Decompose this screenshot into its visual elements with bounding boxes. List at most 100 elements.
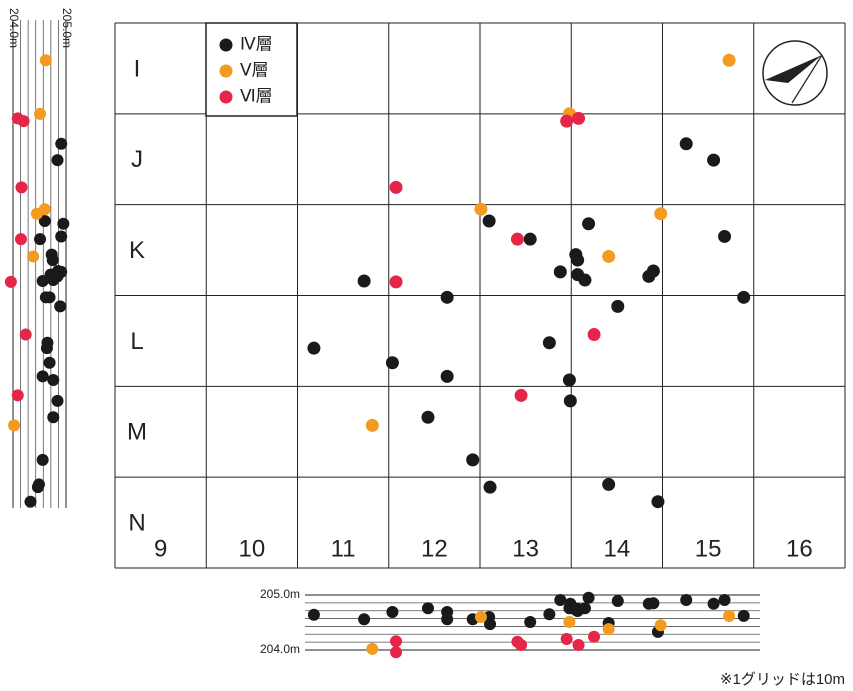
profile-tick-label: 204.0m — [7, 8, 21, 48]
profile-point — [43, 356, 56, 369]
x-tick-label: 16 — [786, 535, 813, 562]
profile-point — [563, 615, 576, 628]
find-point — [679, 137, 693, 151]
find-point — [553, 265, 567, 279]
profile-point — [36, 370, 49, 383]
find-point — [646, 264, 660, 278]
profile-point — [602, 623, 615, 636]
find-point — [542, 336, 556, 350]
profile-point — [737, 609, 750, 622]
find-point — [718, 229, 732, 243]
profile-point — [718, 593, 731, 606]
find-point — [482, 214, 496, 228]
legend-marker — [219, 38, 233, 52]
x-tick-label: 10 — [239, 535, 266, 562]
find-point — [440, 290, 454, 304]
profile-point — [34, 233, 47, 246]
profile-point — [390, 646, 403, 659]
points — [4, 53, 751, 659]
x-tick-label: 14 — [604, 535, 631, 562]
profile-point — [47, 373, 60, 386]
legend-label: Ⅵ層 — [240, 86, 273, 105]
profile-point — [14, 233, 27, 246]
find-point — [389, 275, 403, 289]
x-tick-label: 11 — [331, 535, 356, 562]
profile-point — [358, 613, 371, 626]
profile-point — [524, 615, 537, 628]
profile-point — [4, 275, 17, 288]
find-point — [572, 111, 586, 125]
profile-point — [36, 453, 49, 466]
profile-point — [55, 137, 68, 150]
profile-point — [51, 154, 64, 167]
find-point — [440, 369, 454, 383]
profile-point — [52, 264, 65, 277]
compass — [762, 40, 828, 106]
row-label: K — [129, 237, 145, 264]
profile-point — [32, 478, 45, 491]
profile-point — [421, 602, 434, 615]
profile-point — [723, 609, 736, 622]
find-point — [578, 273, 592, 287]
profile-point — [47, 411, 60, 424]
profile-point — [54, 300, 67, 313]
profile-point — [515, 639, 528, 652]
find-point — [582, 217, 596, 231]
profile-point — [366, 642, 379, 655]
profile-point — [11, 389, 24, 402]
find-point — [466, 453, 480, 467]
profiles: 204.0m 204.0m 205.0m 205.0m — [7, 8, 760, 656]
find-point — [571, 253, 585, 267]
find-point — [737, 290, 751, 304]
legend-marker — [219, 64, 233, 78]
find-point — [514, 388, 528, 402]
find-point — [560, 114, 574, 128]
find-point — [611, 299, 625, 313]
profile-point — [572, 639, 585, 652]
profile-point — [543, 608, 556, 621]
profile-point — [38, 215, 51, 228]
profile-point — [647, 597, 660, 610]
profile-point — [11, 112, 24, 125]
profile-point — [707, 597, 720, 610]
find-point — [722, 53, 736, 67]
profile-point — [34, 107, 47, 120]
x-tick-label: 13 — [512, 535, 539, 562]
x-tick-label: 15 — [695, 535, 722, 562]
find-point — [523, 232, 537, 246]
find-point — [357, 274, 371, 288]
find-point — [365, 418, 379, 432]
find-point — [562, 373, 576, 387]
profile-tick-label: 205.0m — [60, 8, 74, 48]
plot: 9 10 11 12 13 14 15 16 I J K L M N Ⅳ層 Ⅴ層 Ⅵ層 — [114, 22, 846, 569]
profile-point — [46, 254, 59, 267]
x-tick-label: 9 — [154, 535, 167, 562]
profile-tick-label: 205.0m — [260, 587, 300, 601]
row-label: I — [134, 55, 141, 82]
scale-note: ※1グリッドは10m — [720, 671, 845, 688]
row-label: L — [130, 328, 143, 355]
profile-point — [441, 613, 454, 626]
row-label: J — [131, 146, 143, 173]
profile-point — [57, 217, 70, 230]
profile-point — [27, 250, 40, 263]
find-point — [707, 153, 721, 167]
profile-point — [554, 593, 567, 606]
find-point — [421, 410, 435, 424]
legend-label: Ⅳ層 — [240, 34, 273, 53]
profile-point — [484, 618, 497, 631]
profile-point — [588, 630, 601, 643]
find-point — [389, 180, 403, 194]
profile-point — [8, 419, 21, 432]
profile-point — [307, 608, 320, 621]
row-label: N — [128, 510, 145, 537]
profile-point — [654, 619, 667, 632]
find-point — [563, 394, 577, 408]
row-label: M — [127, 419, 147, 446]
find-point — [307, 341, 321, 355]
find-point — [651, 495, 665, 509]
profile-point — [55, 230, 68, 243]
find-point — [654, 207, 668, 221]
profile-point — [39, 54, 52, 67]
